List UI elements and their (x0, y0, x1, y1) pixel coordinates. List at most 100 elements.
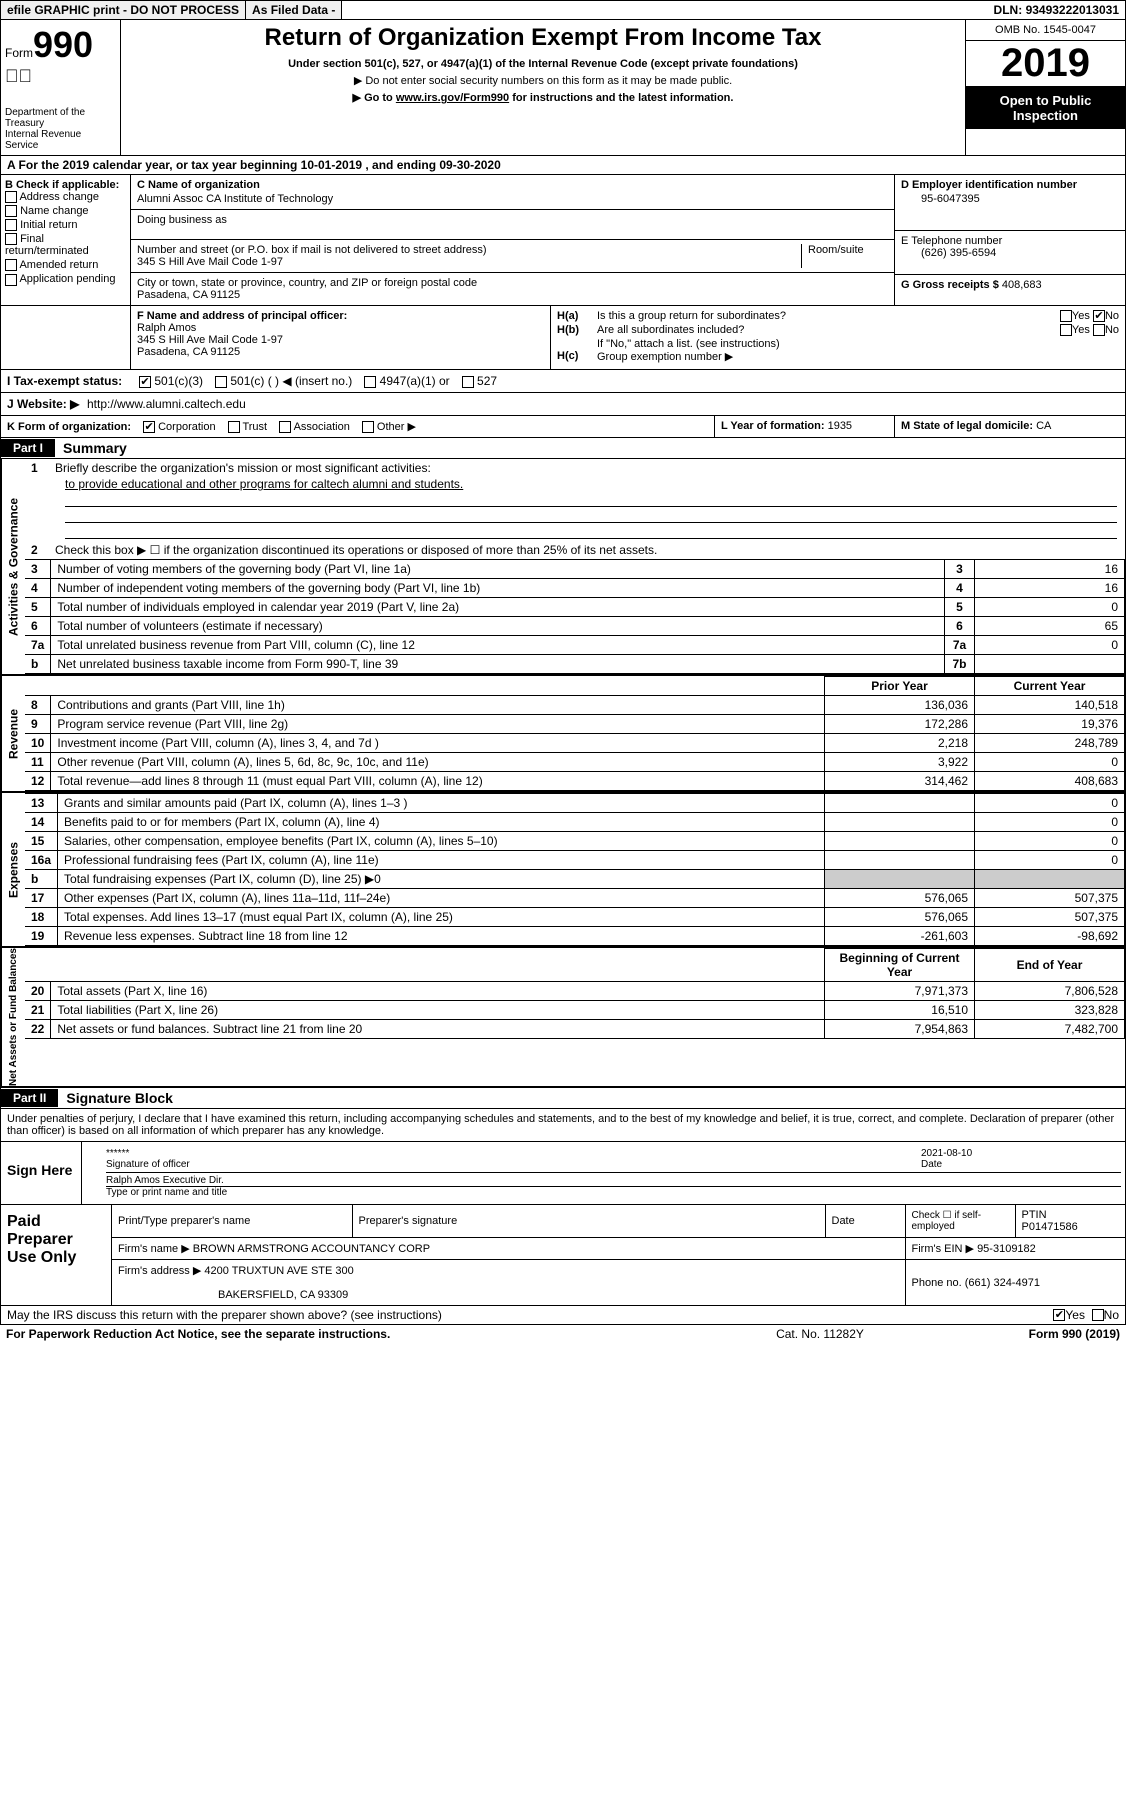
box-h: H(a) Is this a group return for subordin… (551, 306, 1125, 369)
perjury-statement: Under penalties of perjury, I declare th… (0, 1109, 1126, 1142)
exp-table: 13Grants and similar amounts paid (Part … (25, 793, 1125, 946)
hb-yes[interactable] (1060, 324, 1072, 336)
vert-revenue: Revenue (1, 676, 25, 791)
table-row: 12Total revenue—add lines 8 through 11 (… (25, 772, 1125, 791)
form-title: Return of Organization Exempt From Incom… (129, 24, 957, 52)
checkbox-initial-return[interactable]: Initial return (5, 219, 126, 231)
title-center: Return of Organization Exempt From Incom… (121, 20, 965, 155)
table-row: 19Revenue less expenses. Subtract line 1… (25, 927, 1125, 946)
check-corp[interactable]: ✔ (143, 421, 155, 433)
sign-here-block: Sign Here ******Signature of officer 202… (0, 1142, 1126, 1205)
part1-header: Part I Summary (0, 438, 1126, 459)
expenses-section: Expenses 13Grants and similar amounts pa… (0, 793, 1126, 948)
efile-label: efile GRAPHIC print - DO NOT PROCESS (1, 1, 246, 19)
year-formation: 1935 (828, 420, 852, 432)
paid-preparer-block: Paid Preparer Use Only Print/Type prepar… (0, 1205, 1126, 1306)
box-deg: D Employer identification number 95-6047… (895, 175, 1125, 305)
table-row: 21Total liabilities (Part X, line 26) 16… (25, 1001, 1125, 1020)
check-501c3[interactable]: ✔ (139, 376, 151, 388)
discuss-yes[interactable]: ✔ (1053, 1309, 1065, 1321)
table-row: 5Total number of individuals employed in… (25, 598, 1125, 617)
top-right: OMB No. 1545-0047 2019 Open to Public In… (965, 20, 1125, 155)
table-row: bNet unrelated business taxable income f… (25, 655, 1125, 674)
check-assoc[interactable] (279, 421, 291, 433)
website: http://www.alumni.caltech.edu (87, 397, 246, 411)
ha-no[interactable]: ✔ (1093, 310, 1105, 322)
hb-no[interactable] (1093, 324, 1105, 336)
title-block: Form990 ✽⃝ Department of the Treasury In… (0, 20, 1126, 156)
line-a: A For the 2019 calendar year, or tax yea… (0, 156, 1126, 175)
table-row: 20Total assets (Part X, line 16) 7,971,3… (25, 982, 1125, 1001)
line-i: I Tax-exempt status: ✔ 501(c)(3) 501(c) … (0, 370, 1126, 393)
mission: to provide educational and other program… (25, 477, 1125, 491)
table-row: 3Number of voting members of the governi… (25, 560, 1125, 579)
table-row: 13Grants and similar amounts paid (Part … (25, 794, 1125, 813)
vert-expenses: Expenses (1, 793, 25, 946)
table-row: 17Other expenses (Part IX, column (A), l… (25, 889, 1125, 908)
firm-phone: (661) 324-4971 (965, 1277, 1040, 1289)
checkbox-final-return[interactable]: Final return/terminated (5, 233, 126, 257)
table-row: bTotal fundraising expenses (Part IX, co… (25, 870, 1125, 889)
check-527[interactable] (462, 376, 474, 388)
table-row: 9Program service revenue (Part VIII, lin… (25, 715, 1125, 734)
vert-netassets: Net Assets or Fund Balances (1, 948, 25, 1086)
org-address: 345 S Hill Ave Mail Code 1-97 (137, 256, 795, 268)
discuss-no[interactable] (1092, 1309, 1104, 1321)
form-left: Form990 ✽⃝ Department of the Treasury In… (1, 20, 121, 155)
form-note2: ▶ Go to www.irs.gov/Form990 for instruct… (129, 91, 957, 104)
governance-section: Activities & Governance 1Briefly describ… (0, 459, 1126, 676)
officer-name: Ralph Amos (137, 322, 544, 334)
telephone: (626) 395-6594 (901, 247, 1119, 259)
firm-name: BROWN ARMSTRONG ACCOUNTANCY CORP (193, 1243, 430, 1255)
discuss-row: May the IRS discuss this return with the… (0, 1306, 1126, 1325)
check-501c[interactable] (215, 376, 227, 388)
table-row: 18Total expenses. Add lines 13–17 (must … (25, 908, 1125, 927)
ein: 95-6047395 (901, 193, 1119, 205)
table-row: 15Salaries, other compensation, employee… (25, 832, 1125, 851)
table-row: 8Contributions and grants (Part VIII, li… (25, 696, 1125, 715)
org-city: Pasadena, CA 91125 (137, 289, 888, 301)
rev-table: Prior YearCurrent Year 8Contributions an… (25, 676, 1125, 791)
check-trust[interactable] (228, 421, 240, 433)
net-table: Beginning of Current YearEnd of Year 20T… (25, 948, 1125, 1039)
as-filed-label: As Filed Data - (246, 1, 342, 19)
table-row: 6Total number of volunteers (estimate if… (25, 617, 1125, 636)
form-note1: ▶ Do not enter social security numbers o… (129, 74, 957, 87)
footer-row: For Paperwork Reduction Act Notice, see … (0, 1325, 1126, 1343)
firm-addr1: 4200 TRUXTUN AVE STE 300 (204, 1265, 353, 1277)
part2-header: Part II Signature Block (0, 1088, 1126, 1109)
vert-governance: Activities & Governance (1, 459, 25, 674)
irs-link[interactable]: www.irs.gov/Form990 (396, 92, 509, 104)
sig-date: 2021-08-10 (921, 1148, 1121, 1159)
box-c: C Name of organization Alumni Assoc CA I… (131, 175, 895, 305)
checkbox-app-pending[interactable]: Application pending (5, 273, 126, 285)
form-footer: Form 990 (2019) (920, 1327, 1120, 1341)
checkbox-name-change[interactable]: Name change (5, 205, 126, 217)
revenue-section: Revenue Prior YearCurrent Year 8Contribu… (0, 676, 1126, 793)
efile-header: efile GRAPHIC print - DO NOT PROCESS As … (0, 0, 1126, 20)
checkbox-address-change[interactable]: Address change (5, 191, 126, 203)
form-subtitle: Under section 501(c), 527, or 4947(a)(1)… (129, 58, 957, 70)
table-row: 14Benefits paid to or for members (Part … (25, 813, 1125, 832)
table-row: 16aProfessional fundraising fees (Part I… (25, 851, 1125, 870)
check-other[interactable] (362, 421, 374, 433)
gov-table: 3Number of voting members of the governi… (25, 559, 1125, 674)
table-row: 11Other revenue (Part VIII, column (A), … (25, 753, 1125, 772)
cat-no: Cat. No. 11282Y (720, 1327, 920, 1341)
tax-year: 2019 (966, 41, 1125, 87)
form-number: 990 (33, 24, 93, 65)
ptin: P01471586 (1022, 1221, 1120, 1233)
dept-label: Department of the Treasury Internal Reve… (5, 107, 116, 151)
officer-name-title: Ralph Amos Executive Dir. (106, 1175, 1121, 1187)
checkbox-amended[interactable]: Amended return (5, 259, 126, 271)
line-klm: K Form of organization: ✔ Corporation Tr… (0, 416, 1126, 438)
omb-number: OMB No. 1545-0047 (966, 20, 1125, 41)
state-domicile: CA (1036, 420, 1051, 432)
section-bcdeg: B Check if applicable: Address change Na… (0, 175, 1126, 306)
firm-ein: 95-3109182 (977, 1243, 1036, 1255)
form-label: Form (5, 46, 33, 60)
netassets-section: Net Assets or Fund Balances Beginning of… (0, 948, 1126, 1088)
ha-yes[interactable] (1060, 310, 1072, 322)
check-4947[interactable] (364, 376, 376, 388)
open-public: Open to Public Inspection (966, 87, 1125, 129)
